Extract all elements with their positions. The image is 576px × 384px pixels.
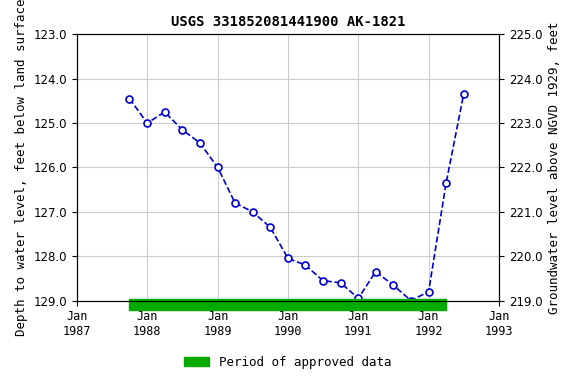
Y-axis label: Depth to water level, feet below land surface: Depth to water level, feet below land su… [15,0,28,336]
Legend: Period of approved data: Period of approved data [179,351,397,374]
Title: USGS 331852081441900 AK-1821: USGS 331852081441900 AK-1821 [170,15,406,29]
Y-axis label: Groundwater level above NGVD 1929, feet: Groundwater level above NGVD 1929, feet [548,21,561,314]
